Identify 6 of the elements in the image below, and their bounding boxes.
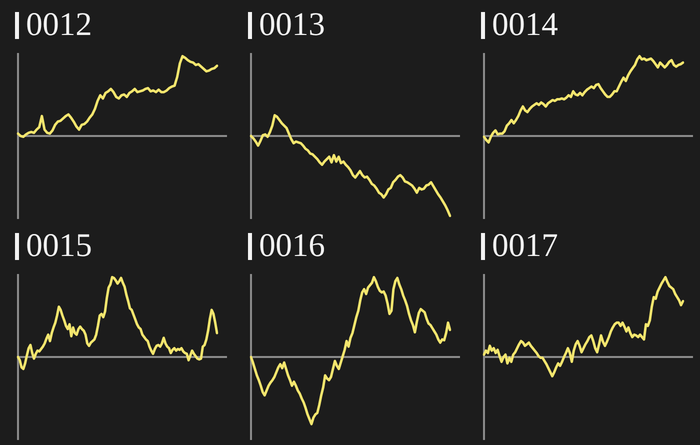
chart-title: 0014 bbox=[492, 7, 558, 43]
chart-title: 0013 bbox=[259, 7, 325, 43]
chart-title: 0016 bbox=[259, 228, 325, 264]
chart-title: 0017 bbox=[492, 228, 558, 264]
chart-title: 0012 bbox=[26, 7, 92, 43]
chart-title: 0015 bbox=[26, 228, 92, 264]
